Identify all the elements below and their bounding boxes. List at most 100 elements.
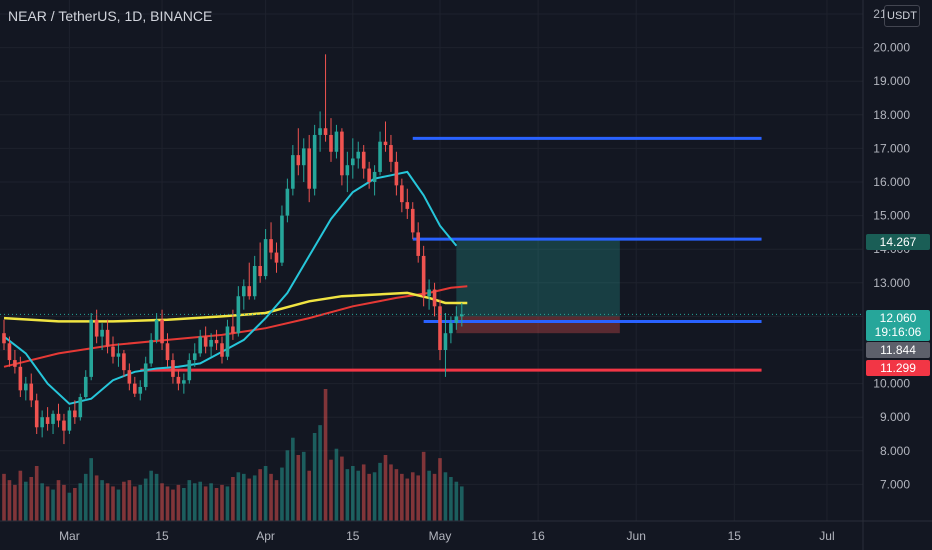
candle-body <box>263 239 268 277</box>
volume-bar <box>416 475 420 521</box>
candle-body <box>182 380 186 384</box>
candle-body <box>242 286 246 297</box>
volume-bar <box>73 488 77 521</box>
candle-body <box>45 417 50 424</box>
candle-body <box>367 168 371 182</box>
volume-bar <box>361 464 366 521</box>
volume-bar <box>133 486 137 521</box>
volume-bar <box>367 473 371 521</box>
volume-bar <box>138 484 143 521</box>
price-tick-label: 10.000 <box>873 377 910 391</box>
volume-bar <box>345 469 350 521</box>
candle-body <box>231 326 235 334</box>
volume-bar <box>7 480 12 521</box>
volume-bar <box>258 469 262 521</box>
volume-bar <box>214 488 219 521</box>
volume-bar <box>438 458 442 521</box>
candle-body <box>62 420 66 431</box>
price-tick-label: 8.000 <box>880 444 910 458</box>
volume-bar <box>67 492 72 521</box>
candle-body <box>421 255 426 297</box>
volume-bar <box>247 478 252 521</box>
candle-body <box>2 333 6 344</box>
candle-body <box>220 343 224 357</box>
candle-body <box>247 286 252 297</box>
candle-body <box>13 360 17 367</box>
price-tag-target-value: 14.267 <box>879 235 917 249</box>
volume-bar <box>24 481 28 521</box>
candle-body <box>51 413 55 424</box>
volume-bar <box>405 478 410 521</box>
candle-body <box>443 333 448 350</box>
price-tick-label: 7.000 <box>880 477 910 491</box>
volume-bar <box>280 467 284 521</box>
candle-body <box>258 266 262 277</box>
volume-bar <box>100 480 104 521</box>
volume-bar <box>105 483 110 521</box>
time-tick-label: Jul <box>819 529 834 543</box>
candle-body <box>133 383 137 394</box>
price-axis[interactable]: 7.0008.0009.00010.00011.00012.00013.0001… <box>873 7 910 491</box>
candle-body <box>165 343 170 361</box>
volume-bar <box>225 486 230 521</box>
candle-body <box>394 161 399 186</box>
volume-bar <box>372 472 377 521</box>
price-tick-label: 9.000 <box>880 410 910 424</box>
candle-body <box>111 346 115 357</box>
ma-slow-line <box>3 285 468 368</box>
symbol-title[interactable]: NEAR / TetherUS, 1D, BINANCE <box>8 8 213 24</box>
candle-body <box>143 363 148 387</box>
candle-body <box>291 155 295 189</box>
candle-body <box>252 266 257 297</box>
candle-body <box>454 316 459 324</box>
volume-bar <box>443 472 448 521</box>
candle-body <box>405 202 410 209</box>
volume-bar <box>94 475 99 521</box>
volume-bar <box>394 469 399 521</box>
volume-bar <box>351 466 355 521</box>
volume-bar <box>149 470 153 521</box>
candle-body <box>7 343 12 361</box>
volume-bar <box>116 489 121 521</box>
candle-body <box>198 336 202 354</box>
candle-body <box>78 397 83 418</box>
price-tag-target: 14.267 <box>866 234 930 250</box>
volume-bar <box>18 470 23 521</box>
last-price-tag: 12.060 19:16:06 <box>866 310 930 341</box>
candle-body <box>438 306 442 350</box>
candle-body <box>29 383 34 401</box>
last-price-value: 12.060 <box>879 311 917 325</box>
volume-bar <box>29 477 34 521</box>
candle-body <box>34 400 39 428</box>
time-tick-label: Apr <box>256 529 275 543</box>
price-tick-label: 17.000 <box>873 141 910 155</box>
currency-selector[interactable]: USDT <box>884 5 920 27</box>
price-tick-label: 19.000 <box>873 74 910 88</box>
candle-body <box>56 413 61 421</box>
candle-body <box>149 339 153 364</box>
volume-bar <box>318 425 322 521</box>
candle-body <box>389 145 393 162</box>
price-tag-stop: 11.299 <box>866 360 930 376</box>
volume-bar <box>45 486 50 521</box>
candle-body <box>105 329 110 347</box>
time-axis[interactable]: Mar 15 Apr 15 May 16 Jun 15 Jul <box>59 529 835 543</box>
candle-body <box>203 336 208 347</box>
candle-body <box>312 134 317 189</box>
volume-bar <box>301 451 306 521</box>
horizontal-lines[interactable] <box>140 136 762 372</box>
time-tick-label: 15 <box>728 529 742 543</box>
volume-bar <box>127 480 132 521</box>
candle-body <box>351 158 355 166</box>
volume-bar <box>51 489 55 521</box>
volume-bar <box>62 484 66 521</box>
volume-bar <box>40 483 44 521</box>
volume-bar <box>389 464 393 521</box>
price-tick-label: 16.000 <box>873 175 910 189</box>
long-position-tool[interactable] <box>456 239 620 334</box>
volume-bar <box>176 484 181 521</box>
volume-bar <box>154 473 159 521</box>
volume-bar <box>383 455 388 521</box>
time-tick-label: 15 <box>346 529 360 543</box>
